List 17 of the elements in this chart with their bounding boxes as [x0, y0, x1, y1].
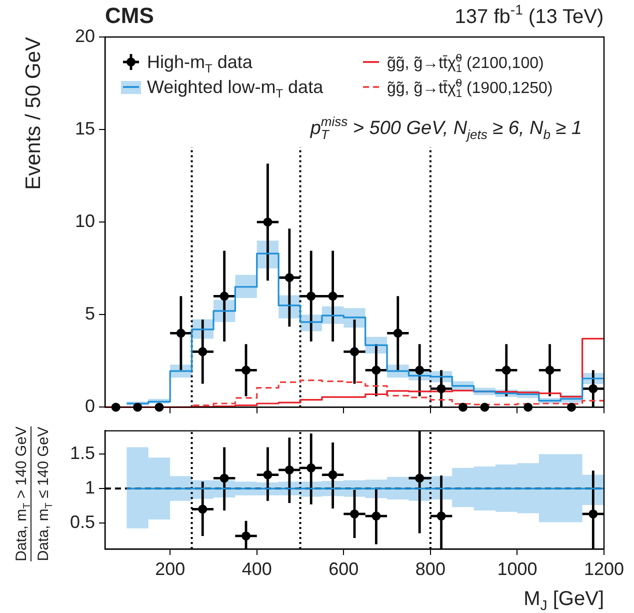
y-tick-label: 0 — [84, 396, 95, 416]
y-tick-label: 20 — [74, 26, 95, 46]
x-tick-label: 1000 — [497, 558, 538, 579]
y-tick-label: 1 — [84, 477, 95, 498]
x-tick-label: 200 — [155, 558, 186, 579]
y-tick-label: 10 — [74, 211, 95, 232]
y-tick-label: 15 — [74, 118, 95, 139]
x-tick-label: 800 — [415, 558, 446, 579]
chart-title: CMS — [105, 3, 154, 28]
y-tick-label: 1.5 — [70, 443, 95, 464]
x-tick-label: 600 — [328, 558, 359, 579]
y-axis-title: Data, mT > 140 GeV Data, mT ≤ 140 GeV — [13, 426, 55, 562]
y-tick-label: 0.5 — [70, 512, 95, 532]
y-tick-label: 5 — [84, 304, 95, 324]
x-tick-label: 400 — [242, 558, 272, 579]
x-tick-label: 1200 — [584, 558, 624, 579]
y-axis-title: Events / 50 GeV — [22, 36, 45, 190]
